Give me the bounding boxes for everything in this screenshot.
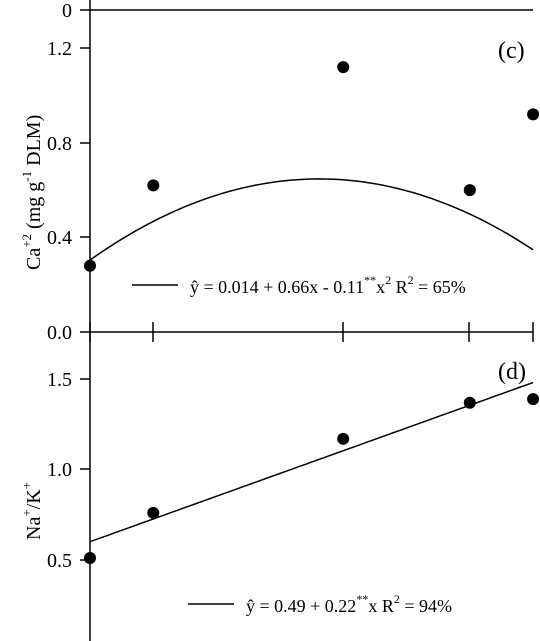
panel-c-point-5	[527, 108, 540, 121]
panel-c-y-tick-0-8: 0.8	[47, 133, 72, 155]
panel-c-point-3	[337, 61, 350, 74]
panel-d-y-axis-title: Na+/K+	[19, 482, 45, 540]
panel-d-equation: ŷ = 0.49 + 0.22**x R2 = 94%	[246, 592, 452, 616]
panel-d-y-tick-1-0: 1.0	[47, 459, 72, 481]
panel-d-point-1	[84, 551, 96, 564]
panel-d-fit-line	[89, 381, 534, 543]
panel-d-point-4	[463, 396, 476, 409]
panel-d-label: (d)	[498, 359, 526, 385]
panel-c-equation: ŷ = 0.014 + 0.66x - 0.11**x2 R2 = 65%	[190, 273, 466, 297]
panel-c-point-1	[84, 259, 96, 272]
panel-c: 0 0.0 0.4 0.8 1.2 (c) Ca+2 (mg g-1 DLM) …	[19, 0, 540, 344]
panel-c-label: (c)	[498, 38, 525, 64]
panel-c-y-axis-title: Ca+2 (mg g-1 DLM)	[19, 115, 45, 270]
panel-d: 0.5 1.0 1.5 (d) Na+/K+ ŷ = 0.49 + 0.22**…	[19, 332, 540, 641]
panel-d-point-2	[147, 506, 160, 519]
panel-c-points	[84, 61, 540, 272]
panel-d-y-tick-0-5: 0.5	[47, 550, 72, 572]
panel-d-points	[84, 393, 540, 564]
panel-c-point-4	[463, 184, 476, 197]
panel-c-y-tick-0-0: 0.0	[47, 322, 72, 344]
panel-d-y-tick-1-5: 1.5	[47, 369, 72, 391]
panel-d-point-3	[337, 432, 350, 445]
panel-c-point-2	[147, 179, 160, 192]
panel-c-y-tick-0-4: 0.4	[47, 227, 72, 249]
panel-d-point-5	[527, 393, 540, 406]
panel-c-fit-line	[89, 178, 534, 261]
panel-c-y-tick-1-2: 1.2	[47, 38, 72, 60]
panel-c-y-tick-top-zero: 0	[62, 0, 72, 22]
